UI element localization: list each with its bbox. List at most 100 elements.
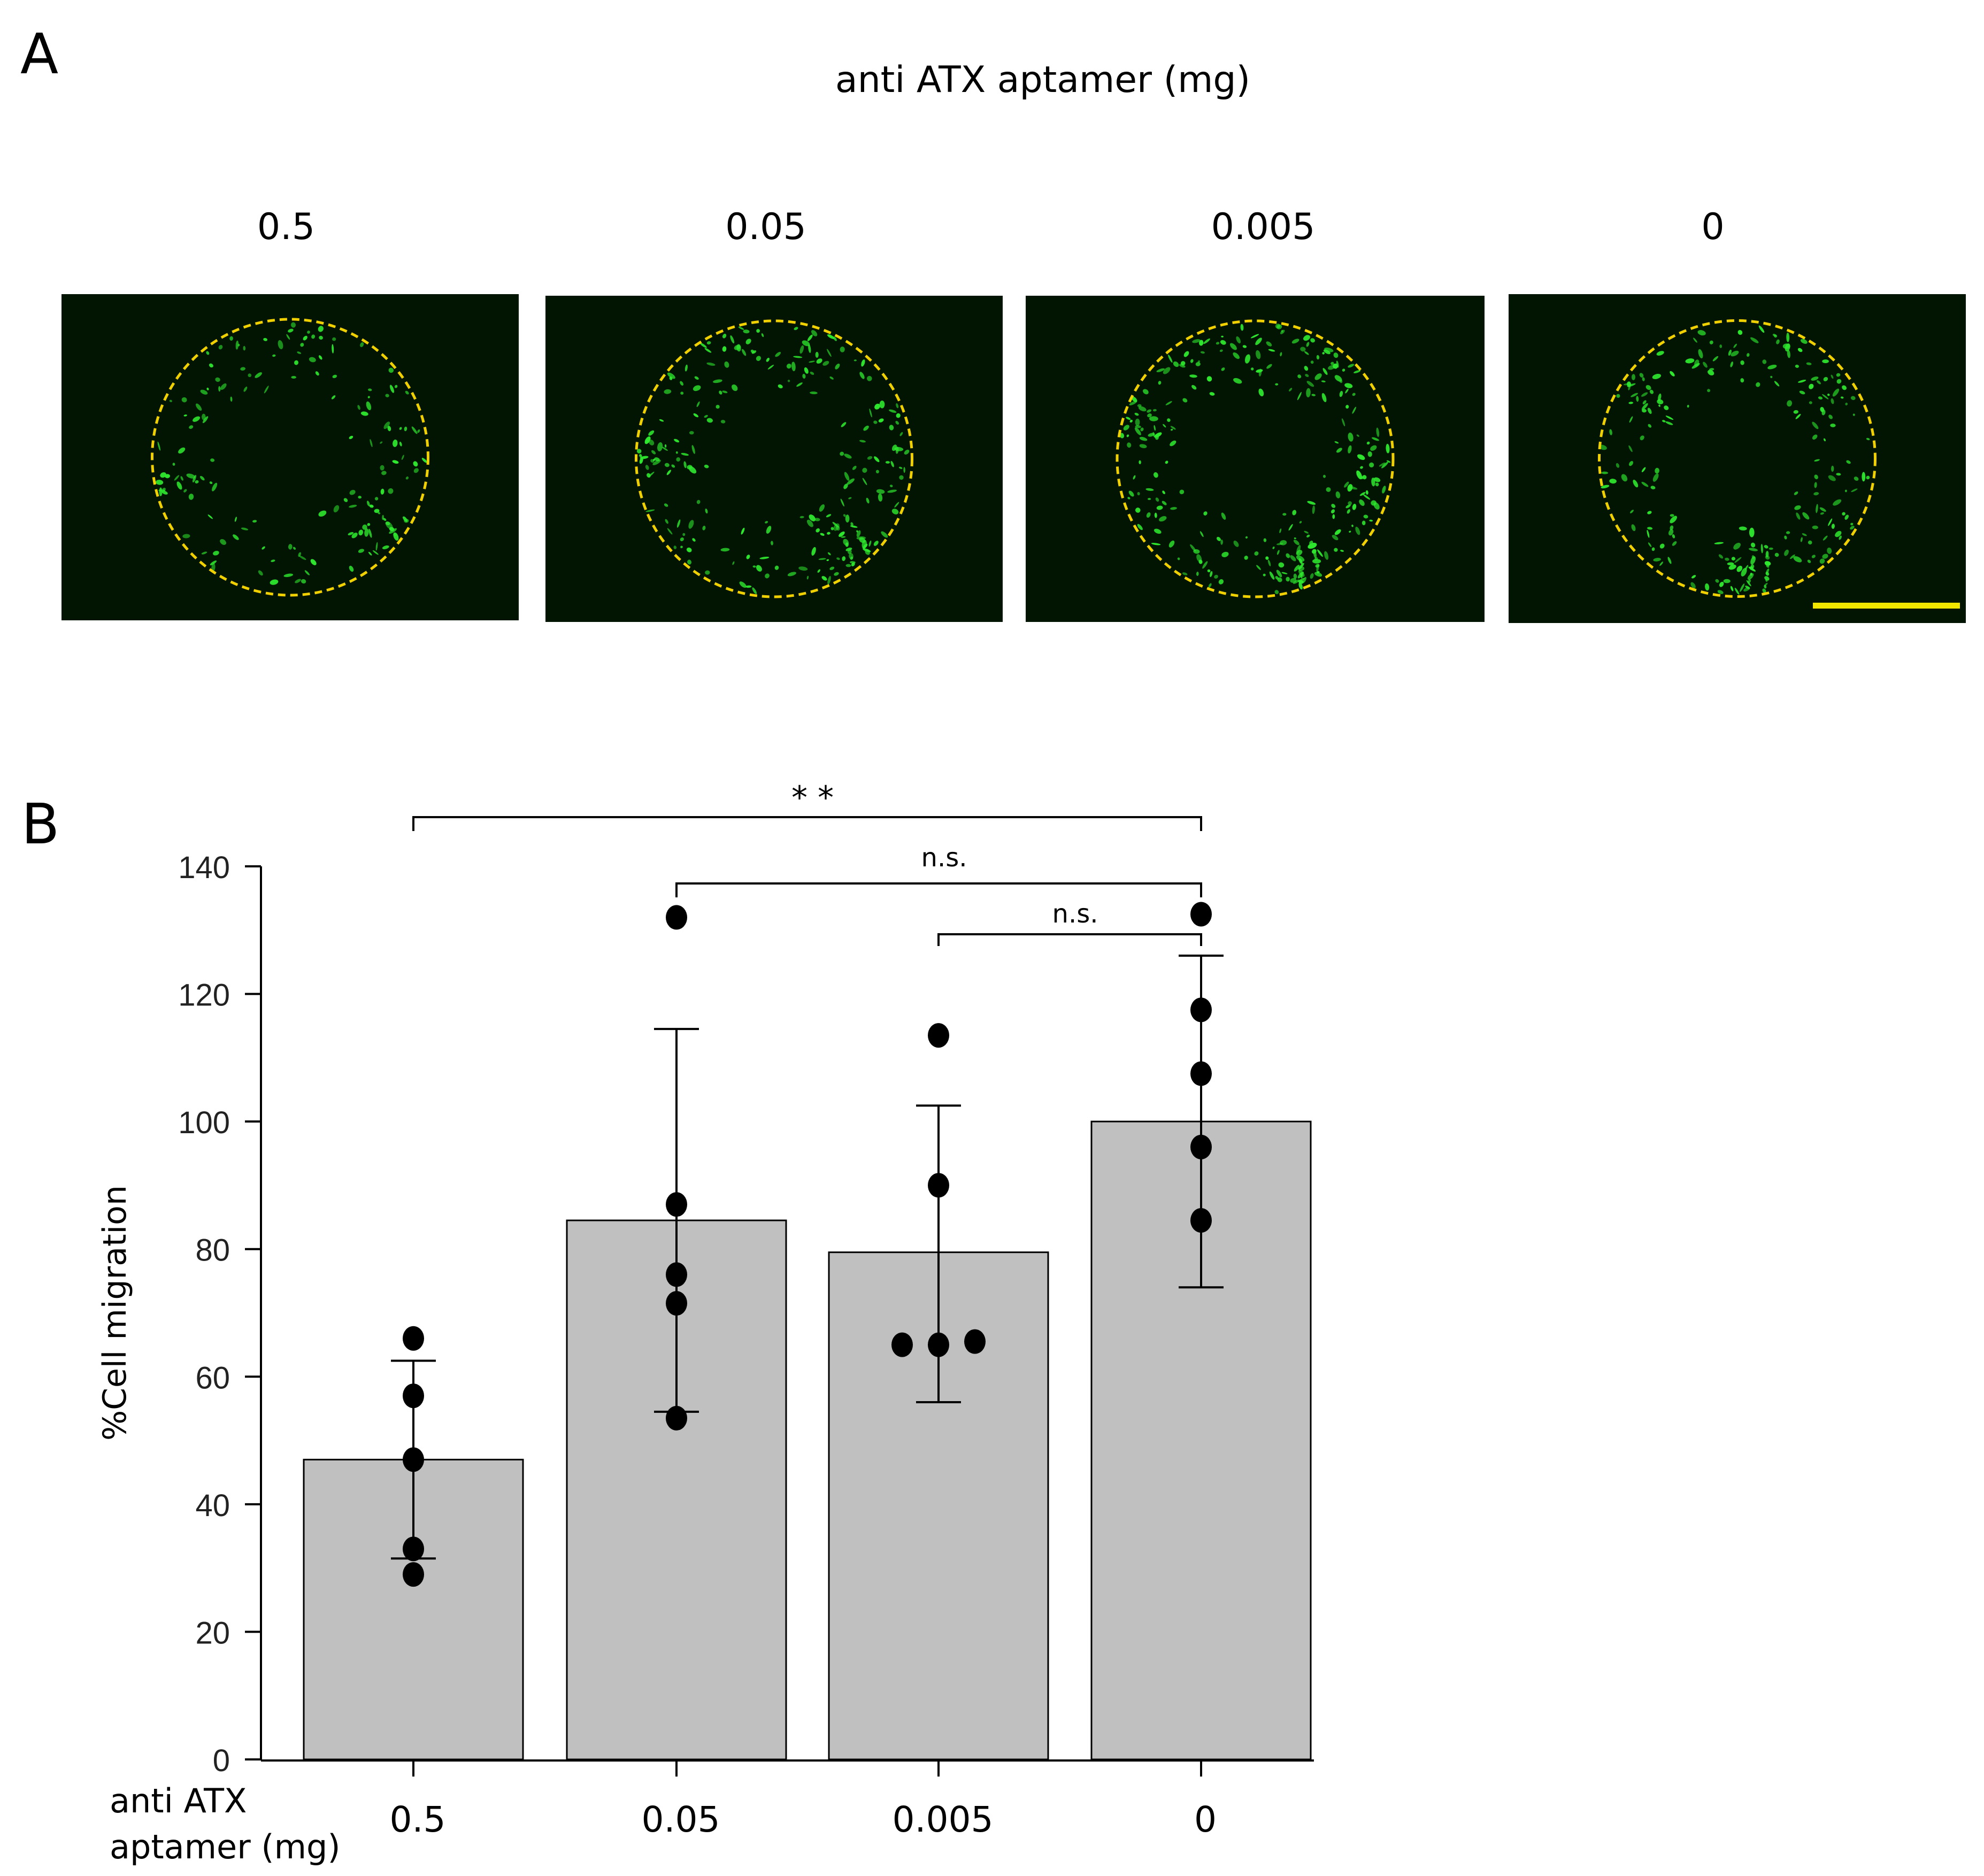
cell-blob	[671, 464, 675, 468]
cell-blob	[1328, 365, 1335, 370]
cell-blob	[392, 460, 399, 464]
cell-blob	[1631, 393, 1638, 397]
cell-blob	[657, 442, 663, 452]
cell-blob	[1324, 551, 1329, 560]
cell-blob	[841, 536, 846, 538]
cell-blob	[1220, 539, 1223, 545]
cell-blob	[719, 390, 722, 395]
cell-blob	[349, 435, 353, 440]
cell-blob	[1331, 362, 1334, 365]
cell-blob	[1179, 489, 1185, 495]
cell-blob	[1658, 393, 1662, 402]
cell-blob	[1306, 381, 1314, 387]
cell-blob	[1268, 349, 1275, 352]
cell-blob	[767, 365, 774, 370]
cell-blob	[895, 421, 899, 425]
cell-blob	[873, 420, 878, 424]
cell-blob	[1349, 530, 1351, 533]
cell-blob	[358, 496, 362, 499]
data-point	[403, 1562, 424, 1587]
cell-blob	[1862, 472, 1866, 482]
cell-blob	[868, 540, 872, 547]
cell-blob	[1240, 324, 1244, 331]
cell-blob	[1627, 381, 1632, 387]
cell-blob	[1292, 510, 1297, 516]
cell-blob	[752, 587, 757, 595]
cell-blob	[1822, 535, 1828, 541]
cell-blob	[1310, 360, 1314, 364]
cell-blob	[1628, 445, 1633, 452]
cell-blob	[1342, 418, 1345, 427]
cell-blob	[639, 457, 643, 464]
cell-blob	[200, 389, 208, 395]
cell-blob	[1762, 359, 1767, 364]
cell-blob	[1272, 546, 1275, 549]
dose-label-1: 0.5	[257, 206, 316, 248]
cell-blob	[1255, 337, 1262, 345]
cell-blob	[368, 528, 372, 538]
cell-blob	[1714, 542, 1724, 544]
cell-blob	[716, 405, 720, 409]
cell-blob	[362, 524, 367, 530]
cell-blob	[413, 468, 419, 473]
cell-blob	[1821, 410, 1826, 416]
cell-blob	[1322, 474, 1326, 478]
cell-blob	[1375, 482, 1379, 487]
cell-blob	[879, 401, 885, 409]
cell-blob	[1811, 376, 1819, 381]
cell-blob	[1647, 527, 1653, 530]
cell-blob	[1718, 554, 1724, 559]
cell-blob	[375, 542, 378, 551]
cell-blob	[1314, 373, 1322, 380]
cell-blob	[1344, 481, 1349, 488]
cell-blob	[1331, 509, 1335, 514]
cell-blob	[652, 458, 656, 462]
cell-blob	[1609, 429, 1612, 435]
cell-blob	[1165, 401, 1172, 405]
cell-blob	[1790, 554, 1795, 559]
cell-blob	[393, 439, 398, 447]
significance-label: n.s.	[921, 843, 967, 873]
cell-blob	[1304, 366, 1309, 371]
cell-blob	[230, 396, 233, 402]
cell-blob	[1140, 427, 1144, 432]
cell-blob	[1367, 451, 1372, 457]
cell-blob	[645, 509, 655, 512]
cell-blob	[1827, 394, 1830, 396]
cell-blob	[696, 401, 700, 408]
cell-blob	[202, 416, 209, 424]
cell-blob	[1379, 462, 1386, 467]
cell-blob	[1146, 512, 1151, 518]
cell-blob	[1705, 583, 1710, 591]
cell-blob	[1844, 514, 1849, 520]
cell-blob	[1334, 441, 1339, 444]
cell-blob	[1298, 566, 1305, 571]
cell-blob	[1220, 340, 1226, 345]
cell-blob	[1171, 428, 1173, 431]
cell-blob	[1725, 557, 1729, 561]
cell-blob	[845, 542, 849, 547]
cell-blob	[899, 475, 904, 480]
cell-blob	[1190, 359, 1194, 363]
cell-blob	[1168, 355, 1173, 363]
cell-blob	[1366, 441, 1370, 445]
cell-blob	[878, 493, 883, 502]
cell-blob	[1616, 394, 1620, 398]
y-tick-label: 140	[178, 850, 230, 885]
cell-blob	[1740, 583, 1745, 592]
cell-blob	[827, 349, 832, 357]
cell-blob	[243, 386, 248, 392]
cell-blob	[1784, 549, 1789, 556]
cell-blob	[374, 509, 380, 513]
cell-blob	[1652, 473, 1659, 482]
cell-blob	[1189, 374, 1197, 378]
cell-blob	[848, 497, 852, 499]
cell-blob	[1690, 582, 1696, 589]
cell-blob	[1275, 576, 1279, 580]
micrograph-1	[61, 294, 519, 620]
cell-blob	[220, 539, 226, 545]
cell-blob	[1386, 443, 1390, 453]
cell-blob	[676, 457, 681, 462]
cell-blob	[298, 552, 302, 557]
cell-blob	[1794, 505, 1801, 510]
